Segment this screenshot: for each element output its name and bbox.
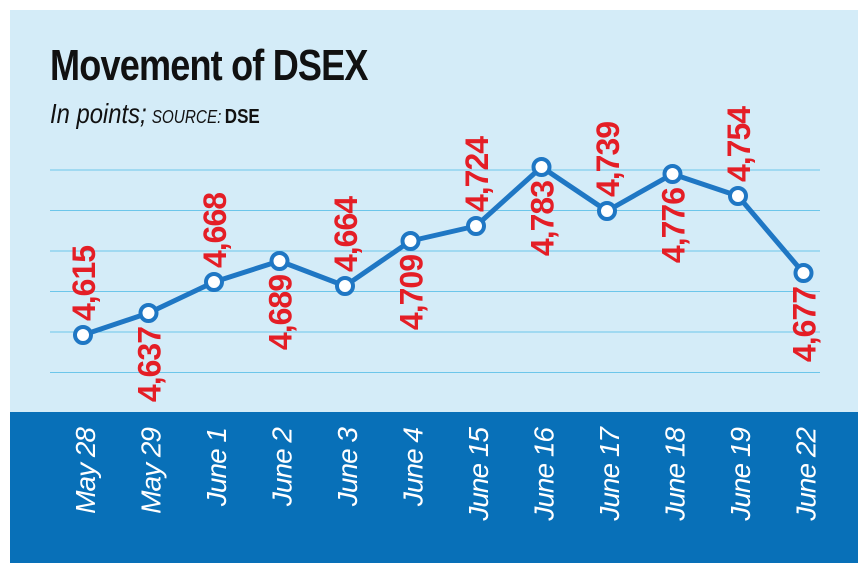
data-point	[204, 272, 224, 292]
chart-title: Movement of DSEX	[50, 41, 368, 90]
x-tick-label: June 22	[791, 427, 822, 522]
x-tick-label: June 18	[660, 427, 691, 522]
value-label: 4,724	[459, 136, 495, 212]
x-tick-label: June 4	[398, 428, 429, 507]
data-point	[269, 251, 290, 271]
data-point	[531, 157, 552, 177]
data-point	[597, 201, 617, 221]
data-markers	[73, 157, 814, 345]
value-label: 4,783	[525, 181, 561, 256]
chart-frame: May 28 May 29 June 1 June 2 June 3 June 4 June…	[10, 10, 858, 563]
data-point	[466, 216, 486, 236]
data-point	[138, 303, 159, 323]
x-axis-band	[10, 412, 858, 563]
x-tick-label: June 3	[332, 427, 363, 507]
value-label: 4,689	[263, 275, 299, 350]
value-label: 4,664	[328, 196, 364, 272]
x-tick-label: May 28	[70, 427, 101, 514]
data-point	[662, 164, 683, 184]
x-tick-label: June 15	[463, 427, 494, 522]
value-label: 4,615	[66, 246, 102, 321]
source-name: DSE	[224, 106, 260, 128]
value-label: 4,677	[787, 287, 823, 362]
x-tick-label: June 16	[529, 427, 560, 522]
x-tick-label: June 17	[594, 426, 625, 522]
value-label: 4,776	[656, 188, 692, 263]
line-chart: May 28 May 29 June 1 June 2 June 3 June 4 June…	[10, 106, 858, 563]
x-axis-labels: May 28 May 29 June 1 June 2 June 3 June 4 June…	[70, 426, 822, 522]
subtitle-units: In points;	[50, 98, 147, 129]
value-label: 4,637	[132, 327, 168, 402]
value-labels: 4,615 4,637 4,668 4,689 4,664 4,709 4,724 4,783…	[66, 106, 823, 402]
value-label: 4,668	[197, 193, 233, 268]
source-label: SOURCE:	[151, 107, 222, 127]
chart-subtitle: In points; SOURCE: DSE	[50, 100, 260, 128]
x-tick-label: June 19	[725, 428, 756, 522]
data-point	[335, 276, 355, 296]
data-point	[400, 231, 421, 251]
data-point	[73, 325, 93, 345]
value-label: 4,754	[721, 106, 757, 182]
series-line-path	[82, 164, 806, 338]
x-tick-label: June 2	[267, 427, 298, 507]
x-tick-label: June 1	[201, 428, 232, 507]
value-label: 4,739	[590, 122, 626, 197]
series-line	[82, 164, 806, 338]
data-point	[793, 263, 814, 283]
x-tick-label: May 29	[136, 428, 167, 514]
data-point	[728, 186, 748, 206]
gridlines	[50, 169, 820, 373]
value-label: 4,709	[394, 255, 430, 330]
